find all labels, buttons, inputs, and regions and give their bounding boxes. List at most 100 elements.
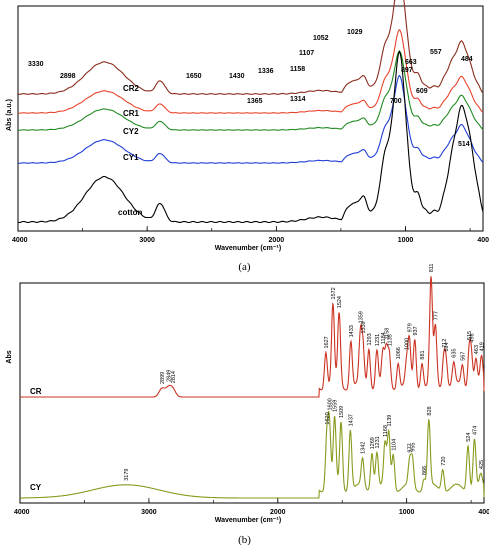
panel-a-tick-label: 4000 bbox=[12, 237, 28, 244]
panel-a-spectra: CR2 CR1 CY2 CY1 cotton 3330 2898 1650 1430 1336 11… bbox=[17, 0, 484, 224]
peak-label-cr-1433: 1433 bbox=[349, 325, 355, 337]
peak-label-cy-1437: 1437 bbox=[348, 414, 354, 426]
peak-label-cy-425: 425 bbox=[479, 460, 485, 469]
series-label-cr2: CR2 bbox=[123, 84, 140, 93]
peak-label-cr-463: 463 bbox=[474, 345, 480, 354]
peak-label-cr-811: 811 bbox=[429, 264, 435, 273]
peak-label-cr-712: 712 bbox=[442, 339, 448, 348]
peak-label-cy-1269: 1269 bbox=[370, 437, 376, 449]
peak-label-cr-1135: 1135 bbox=[387, 334, 393, 346]
peak-label-cy-1231: 1231 bbox=[375, 436, 381, 448]
peak-label-cr-1066: 1066 bbox=[396, 347, 402, 359]
peak-label-1052: 1052 bbox=[313, 35, 329, 42]
peak-label-cy-1509: 1509 bbox=[339, 406, 345, 418]
caption-a: (a) bbox=[238, 261, 251, 273]
peak-label-663: 663 bbox=[405, 59, 417, 66]
peak-label-700: 700 bbox=[390, 98, 402, 105]
panel-a-xlabel: Wavenumber (cm⁻¹) bbox=[215, 245, 281, 252]
peak-label-cr-694: 694 bbox=[444, 342, 450, 351]
series-line-cotton bbox=[17, 50, 484, 224]
panel-a-tick-label: 2000 bbox=[269, 237, 285, 244]
peak-label-1107: 1107 bbox=[299, 50, 314, 57]
peak-label-cr-777: 777 bbox=[433, 311, 439, 320]
peak-label-557: 557 bbox=[430, 49, 442, 56]
series-label-cr: CR bbox=[30, 387, 42, 396]
peak-label-1336: 1336 bbox=[258, 68, 274, 75]
series-label-cy2: CY2 bbox=[123, 127, 139, 136]
peak-label-cr-979: 979 bbox=[407, 323, 413, 332]
peak-label-cy-955: 955 bbox=[411, 443, 417, 452]
panel-a-tick-label: 1000 bbox=[398, 237, 414, 244]
caption-b: (b) bbox=[238, 534, 251, 546]
peak-label-cy-828: 828 bbox=[427, 406, 433, 415]
series-label-cotton: cotton bbox=[118, 208, 143, 217]
peak-label-cy-1559: 1559 bbox=[333, 400, 339, 412]
peak-label-1650: 1650 bbox=[186, 73, 202, 80]
peak-label-cy-977: 977 bbox=[408, 443, 414, 452]
panel-b-tick-label: 3000 bbox=[141, 509, 157, 516]
peak-label-cr-1627: 1627 bbox=[324, 336, 330, 348]
peak-label-cy-1168: 1168 bbox=[383, 425, 389, 437]
series-line-cy bbox=[20, 410, 485, 499]
peak-label-cr-515: 515 bbox=[467, 331, 473, 340]
peak-label-cr-635: 635 bbox=[452, 349, 458, 358]
peak-label-cr-1524: 1524 bbox=[337, 296, 343, 308]
peak-label-897: 897 bbox=[401, 67, 413, 74]
peak-label-1158: 1158 bbox=[290, 66, 305, 73]
peak-label-cr-419: 419 bbox=[480, 342, 486, 351]
peak-label-cy-3179: 3179 bbox=[124, 469, 130, 481]
peak-label-cr-1184: 1184 bbox=[381, 332, 387, 344]
panel-a-tick-label: 3000 bbox=[139, 237, 155, 244]
peak-label-1029: 1029 bbox=[347, 29, 363, 36]
peak-label-cr-1572: 1572 bbox=[331, 287, 337, 299]
peak-label-cr-1359: 1359 bbox=[358, 311, 364, 323]
series-line-cy1 bbox=[17, 74, 484, 164]
peak-label-609: 609 bbox=[416, 88, 428, 95]
peak-label-cr-881: 881 bbox=[420, 350, 426, 359]
peak-label-cy-1139: 1139 bbox=[387, 415, 393, 427]
peak-label-cr-498: 498 bbox=[469, 333, 475, 342]
panel-b-tick-label: 2000 bbox=[270, 509, 286, 516]
panel-a-frame bbox=[17, 5, 484, 232]
peak-label-cr-1158: 1158 bbox=[384, 328, 390, 340]
peak-label-cy-524: 524 bbox=[466, 433, 472, 442]
panel-b-tick-label: 1000 bbox=[399, 509, 415, 516]
peak-label-cr-2849: 2849 bbox=[166, 370, 172, 382]
peak-label-1430: 1430 bbox=[229, 73, 245, 80]
panel-a-tick-label: 400 bbox=[477, 237, 489, 244]
panel-b-frame bbox=[19, 282, 485, 504]
panel-b-tick-label: 4000 bbox=[14, 509, 30, 516]
peak-label-cr-1339: 1339 bbox=[361, 321, 367, 333]
peak-label-3330: 3330 bbox=[28, 61, 44, 68]
peak-label-cr-1293: 1293 bbox=[367, 333, 373, 345]
peak-label-cy-1600: 1600 bbox=[327, 398, 333, 410]
series-label-cy: CY bbox=[30, 483, 42, 492]
peak-label-cr-937: 937 bbox=[413, 326, 419, 335]
peak-label-1314: 1314 bbox=[290, 96, 306, 103]
peak-label-514: 514 bbox=[458, 141, 470, 148]
series-line-cr1 bbox=[18, 28, 484, 114]
peak-label-1365: 1365 bbox=[247, 98, 263, 105]
panel-b-xlabel: Wavenumber (cm⁻¹) bbox=[215, 517, 281, 524]
peak-label-cy-474: 474 bbox=[473, 426, 479, 435]
peak-label-484: 484 bbox=[461, 56, 473, 63]
panel-b-ylabel: Abs bbox=[6, 350, 13, 363]
peak-label-cy-720: 720 bbox=[441, 457, 447, 466]
series-line-cr2 bbox=[17, 0, 484, 95]
peak-label-cr-567: 567 bbox=[461, 352, 467, 361]
peak-label-cy-1104: 1104 bbox=[391, 439, 397, 451]
peak-label-cy-866: 866 bbox=[422, 466, 428, 475]
peak-label-cr-1000: 1000 bbox=[405, 338, 411, 350]
series-line-cy2 bbox=[18, 50, 484, 131]
series-label-cy1: CY1 bbox=[123, 153, 139, 162]
peak-label-cr-2814: 2814 bbox=[171, 371, 177, 383]
peak-label-cr-2899: 2899 bbox=[160, 372, 166, 384]
series-line-cr bbox=[20, 276, 485, 398]
panel-a-ylabel: Abs (a.u.) bbox=[6, 99, 13, 131]
peak-label-2898: 2898 bbox=[60, 73, 76, 80]
peak-label-cy-1620: 1620 bbox=[325, 412, 331, 424]
series-label-cr1: CR1 bbox=[123, 109, 140, 118]
panel-b-tick-label: 400 bbox=[478, 509, 489, 516]
